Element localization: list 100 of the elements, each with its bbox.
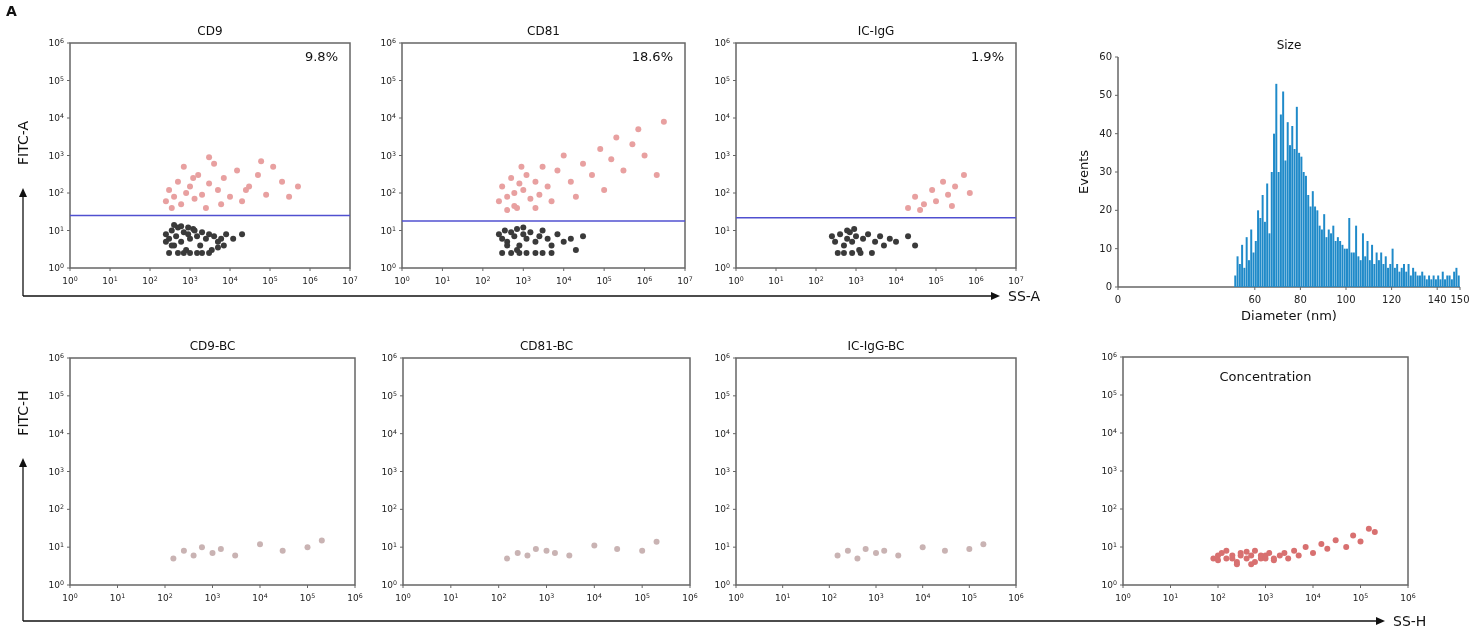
- x-tick-label: 10$^{4}$: [252, 591, 268, 603]
- x-tick-label: 10$^{5}$: [961, 591, 978, 603]
- y-axis-title: FITC-A: [15, 120, 31, 166]
- x-tick-label: 10$^{5}$: [928, 274, 944, 286]
- y-tick-label: 10$^{0}$: [714, 261, 730, 273]
- annotation: 1.9%: [970, 49, 1004, 64]
- y-tick-label: 10$^{0}$: [381, 578, 397, 590]
- y-tick-label: 10$^{6}$: [48, 351, 64, 363]
- x-tick-label: 10$^{0}$: [62, 274, 78, 286]
- x-tick-label: 10$^{2}$: [1210, 591, 1226, 603]
- y-tick-label: 60: [1099, 51, 1112, 62]
- y-tick-label: 10$^{0}$: [48, 261, 64, 273]
- x-tick-label: 10$^{6}$: [636, 274, 653, 286]
- x-tick-label: 10$^{2}$: [490, 591, 507, 603]
- x-tick-label: 100: [1336, 294, 1356, 305]
- y-tick-label: 10$^{2}$: [380, 186, 396, 198]
- x-tick-label: 10$^{7}$: [677, 274, 693, 286]
- y-tick-label: 10$^{5}$: [48, 389, 64, 401]
- x-tick-label: 10$^{5}$: [262, 274, 278, 286]
- chart-title: IC-IgG: [857, 24, 895, 38]
- x-tick-label: 10$^{2}$: [142, 274, 158, 286]
- x-axis-title: SS-A: [1008, 288, 1041, 304]
- annotation: 18.6%: [631, 49, 673, 64]
- x-tick-label: 10$^{2}$: [475, 274, 491, 286]
- x-tick-label: 10$^{1}$: [774, 591, 791, 603]
- y-tick-label: 10$^{1}$: [48, 224, 64, 236]
- x-tick-label: 10$^{6}$: [968, 274, 984, 286]
- y-tick-label: 10$^{3}$: [48, 149, 64, 161]
- y-tick-label: 10$^{4}$: [380, 111, 396, 123]
- x-tick-label: 10$^{5}$: [1352, 591, 1369, 603]
- y-tick-label: 10$^{5}$: [714, 389, 730, 401]
- chart-title: Size: [1276, 38, 1302, 52]
- x-axis-title: SS-H: [1393, 613, 1427, 629]
- x-tick-label: 10$^{3}$: [515, 274, 532, 286]
- y-tick-label: 10$^{1}$: [714, 540, 730, 553]
- x-tick-label: 10$^{1}$: [443, 591, 459, 603]
- y-tick-label: 10$^{1}$: [381, 540, 397, 553]
- x-tick-label: 10$^{3}$: [868, 591, 884, 603]
- x-tick-label: 10$^{4}$: [914, 591, 931, 603]
- y-tick-label: 10$^{4}$: [48, 427, 64, 439]
- x-tick-label: 10$^{4}$: [586, 591, 603, 603]
- x-tick-label: 10$^{4}$: [555, 274, 572, 286]
- y-tick-label: 10$^{4}$: [1101, 426, 1117, 438]
- y-tick-label: 10$^{4}$: [381, 427, 397, 439]
- y-tick-label: 10$^{4}$: [48, 111, 64, 123]
- y-tick-label: 10$^{0}$: [1101, 578, 1117, 590]
- x-tick-label: 10$^{4}$: [1305, 591, 1321, 603]
- y-tick-label: 10$^{2}$: [381, 502, 397, 515]
- y-tick-label: 10$^{5}$: [1101, 388, 1117, 400]
- y-tick-label: 10$^{2}$: [48, 502, 64, 515]
- x-tick-label: 10$^{4}$: [888, 274, 904, 286]
- x-tick-label: 10$^{7}$: [342, 274, 358, 286]
- x-tick-label: 10$^{3}$: [204, 591, 221, 603]
- y-tick-label: 10$^{1}$: [380, 224, 396, 236]
- x-tick-label: 10$^{0}$: [728, 591, 744, 603]
- y-tick-label: 10$^{6}$: [714, 36, 730, 48]
- x-tick-label: 10$^{3}$: [538, 591, 555, 603]
- y-tick-label: 10$^{6}$: [714, 351, 730, 363]
- y-tick-label: 30: [1099, 166, 1112, 177]
- x-tick-label: 60: [1248, 294, 1262, 305]
- y-tick-label: 20: [1099, 204, 1112, 216]
- y-tick-label: 10$^{0}$: [48, 578, 64, 590]
- x-tick-label: 10$^{2}$: [808, 274, 824, 286]
- y-tick-label: 10$^{3}$: [380, 149, 396, 161]
- x-tick-label: 10$^{3}$: [848, 274, 864, 286]
- y-tick-label: 10$^{4}$: [714, 427, 730, 439]
- chart-title: IC-IgG-BC: [847, 339, 905, 353]
- y-tick-label: 10$^{1}$: [48, 540, 64, 553]
- x-tick-label: 10$^{4}$: [222, 274, 238, 286]
- chart-subtitle: A: [6, 3, 17, 19]
- y-axis-title: FITC-H: [15, 390, 31, 436]
- y-tick-label: 10$^{5}$: [714, 74, 730, 86]
- y-tick-label: 10$^{3}$: [714, 149, 730, 161]
- x-tick-label: 10$^{6}$: [1400, 591, 1416, 603]
- x-tick-label: 80: [1294, 294, 1307, 305]
- y-tick-label: 10$^{4}$: [714, 111, 730, 123]
- y-axis-title: Events: [1076, 149, 1091, 195]
- text: Concentration: [1219, 369, 1312, 384]
- chart-title: CD81-BC: [519, 339, 574, 353]
- x-tick-label: 10$^{3}$: [1257, 591, 1274, 603]
- x-tick-label: 10$^{1}$: [434, 274, 451, 286]
- x-tick-label: 10$^{0}$: [728, 274, 744, 286]
- x-tick-label: 10$^{1}$: [768, 274, 784, 286]
- y-tick-label: 10$^{6}$: [381, 351, 397, 363]
- chart-title: CD9: [197, 24, 223, 38]
- x-axis-title: Diameter (nm): [1241, 308, 1337, 323]
- x-tick-label: 10$^{5}$: [634, 591, 650, 603]
- x-tick-label: 150: [1450, 294, 1470, 305]
- chart-title: CD9-BC: [189, 339, 236, 353]
- x-tick-label: 10$^{6}$: [1008, 591, 1024, 603]
- y-tick-label: 10$^{1}$: [714, 224, 730, 236]
- y-tick-label: 10$^{3}$: [1101, 464, 1117, 476]
- y-tick-label: 10$^{0}$: [714, 578, 730, 590]
- x-tick-label: 140: [1427, 294, 1447, 305]
- y-tick-label: 10$^{2}$: [1101, 502, 1117, 514]
- y-tick-label: 50: [1099, 89, 1112, 101]
- y-tick-label: 10$^{6}$: [1101, 350, 1117, 362]
- x-tick-label: 10$^{6}$: [347, 591, 363, 603]
- y-tick-label: 10$^{3}$: [48, 465, 64, 477]
- x-tick-label: 10$^{7}$: [1008, 274, 1024, 286]
